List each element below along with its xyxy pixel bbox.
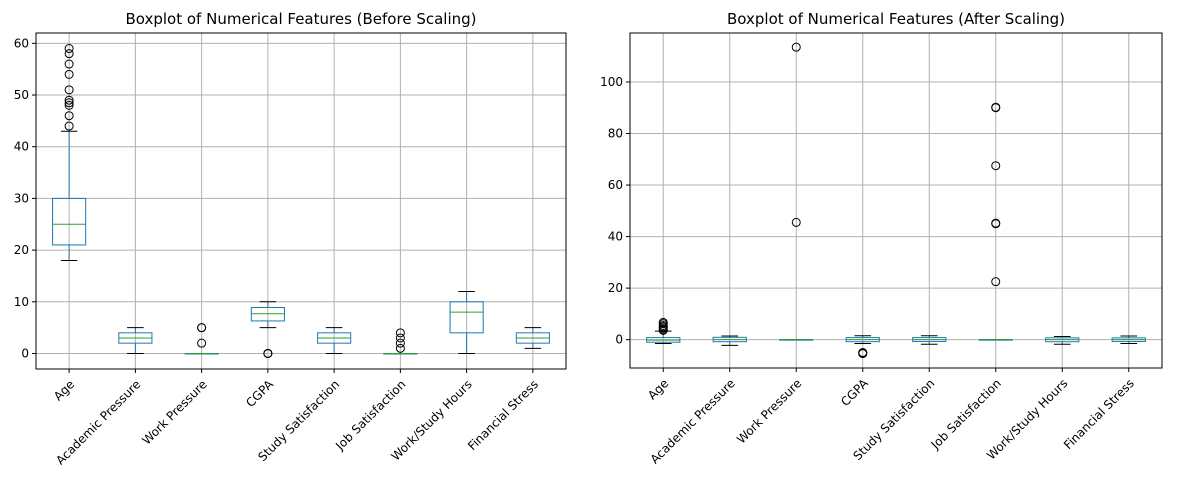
chart-panel-2: Boxplot of Numerical Features (After Sca… (600, 10, 1163, 466)
box-work-pressure (779, 42, 814, 341)
outlier-point (197, 323, 207, 333)
y-tick-label: 30 (14, 191, 29, 205)
box-iqr (250, 306, 285, 322)
x-tick-label: Job Satisfaction (332, 377, 408, 453)
x-tick-label: Job Satisfaction (928, 376, 1004, 452)
outlier-point (858, 349, 868, 359)
outlier-point (991, 218, 1001, 228)
outlier-point (791, 217, 801, 227)
outlier-point (64, 44, 74, 54)
box-work-study-hours (449, 290, 484, 354)
outlier-point (263, 348, 273, 358)
y-tick-label: 40 (14, 140, 29, 154)
box-study-satisfaction (912, 335, 947, 345)
outlier-point (64, 49, 74, 59)
box-age (646, 317, 681, 345)
chart-title: Boxplot of Numerical Features (After Sca… (727, 10, 1065, 28)
box-study-satisfaction (317, 327, 352, 354)
outlier-point (395, 328, 405, 338)
box-work-pressure (184, 323, 219, 355)
box-cgpa (250, 301, 285, 358)
outlier-point (64, 111, 74, 121)
box-job-satisfaction (978, 102, 1013, 341)
box-financial-stress (515, 327, 550, 349)
box-academic-pressure (118, 327, 153, 354)
x-tick-label: Work Pressure (139, 377, 209, 447)
plot-frame (35, 32, 567, 370)
y-tick-label: 100 (600, 75, 623, 89)
outlier-point (64, 95, 74, 105)
chart-panel-1: Boxplot of Numerical Features (Before Sc… (14, 10, 567, 467)
outlier-point (395, 343, 405, 353)
outlier-point (395, 333, 405, 343)
outlier-point (197, 338, 207, 348)
outlier-point (64, 100, 74, 110)
outlier-point (64, 59, 74, 69)
x-tick-label: Age (51, 377, 77, 403)
y-tick-label: 0 (21, 346, 29, 360)
box-academic-pressure (712, 335, 747, 346)
outlier-point (395, 338, 405, 348)
outlier-point (64, 85, 74, 95)
plot-frame (629, 32, 1163, 369)
box-financial-stress (1111, 335, 1146, 345)
outlier-point (991, 277, 1001, 287)
y-tick-label: 0 (615, 333, 623, 347)
x-tick-label: Financial Stress (465, 377, 541, 453)
outlier-point (64, 98, 74, 108)
box-cgpa (845, 335, 880, 359)
y-tick-label: 60 (14, 36, 29, 50)
y-tick-label: 10 (14, 295, 29, 309)
x-tick-label: CGPA (243, 377, 276, 410)
y-tick-label: 20 (14, 243, 29, 257)
outlier-point (791, 42, 801, 52)
y-tick-label: 60 (608, 178, 623, 192)
x-tick-label: Work Pressure (734, 376, 804, 446)
x-tick-label: Age (645, 376, 671, 402)
x-tick-label: Financial Stress (1061, 376, 1137, 452)
y-tick-label: 40 (608, 230, 623, 244)
box-age (52, 44, 87, 261)
y-tick-label: 50 (14, 88, 29, 102)
outlier-point (991, 161, 1001, 171)
y-tick-label: 80 (608, 127, 623, 141)
outlier-point (64, 121, 74, 131)
y-tick-label: 20 (608, 281, 623, 295)
box-work-study-hours (1045, 336, 1080, 345)
box-iqr (52, 197, 87, 246)
box-iqr (449, 301, 484, 334)
outlier-point (991, 102, 1001, 112)
x-tick-label: CGPA (838, 376, 871, 409)
outlier-point (658, 317, 668, 327)
outlier-point (64, 69, 74, 79)
chart-title: Boxplot of Numerical Features (Before Sc… (125, 10, 476, 28)
box-job-satisfaction (383, 328, 418, 355)
